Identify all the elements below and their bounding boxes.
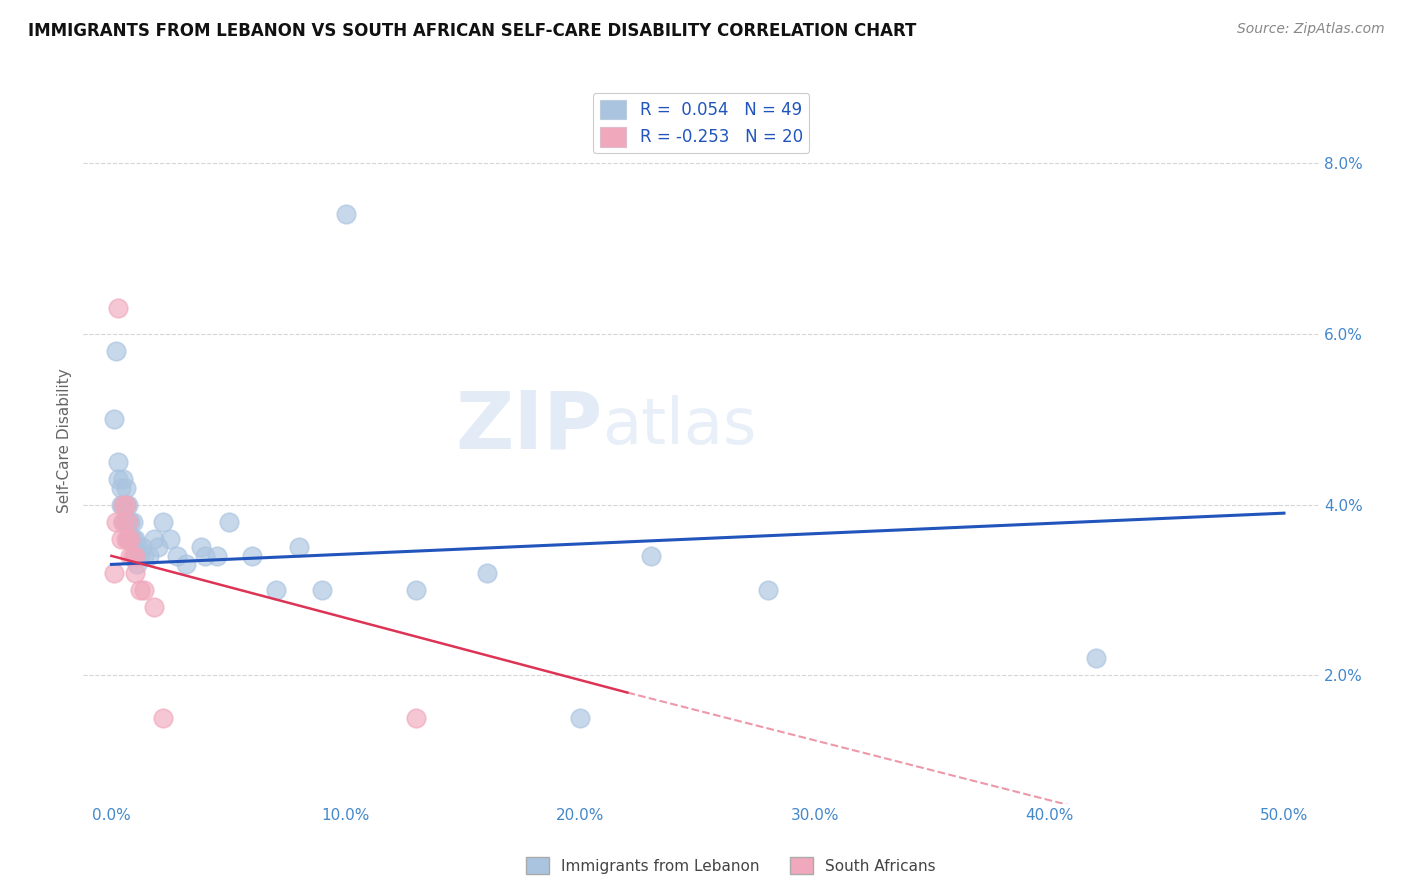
Point [112,498,135,512]
Legend: R =  0.054   N = 49, R = -0.253   N = 20: R = 0.054 N = 49, R = -0.253 N = 20 [593,93,810,153]
Point [640,549,662,563]
Point [110,498,132,512]
Point [138,549,160,563]
Point [112,515,135,529]
Point [112,472,135,486]
Point [1085,651,1108,665]
Point [311,582,333,597]
Point [105,343,128,358]
Point [152,711,174,725]
Point [114,515,136,529]
Point [148,541,170,555]
Point [205,549,228,563]
Point [117,532,139,546]
Point [194,549,217,563]
Point [121,532,143,546]
Point [190,541,212,555]
Point [134,549,156,563]
Point [176,558,198,572]
Point [114,498,136,512]
Point [124,549,146,563]
Text: Source: ZipAtlas.com: Source: ZipAtlas.com [1237,22,1385,37]
Point [335,207,357,221]
Point [756,582,779,597]
Point [128,582,150,597]
Point [131,541,153,555]
Point [475,566,498,580]
Y-axis label: Self-Care Disability: Self-Care Disability [58,368,72,513]
Point [117,498,139,512]
Point [121,515,143,529]
Point [121,549,143,563]
Point [120,532,142,546]
Point [114,481,136,495]
Point [569,711,592,725]
Point [124,549,146,563]
Point [124,532,146,546]
Point [142,600,165,615]
Point [218,515,240,529]
Point [405,582,427,597]
Point [117,515,139,529]
Point [142,532,165,546]
Point [128,549,150,563]
Point [166,549,188,563]
Point [110,481,132,495]
Point [264,582,287,597]
Point [103,412,125,426]
Point [107,301,129,315]
Point [288,541,311,555]
Point [105,515,128,529]
Point [159,532,181,546]
Point [127,541,149,555]
Text: IMMIGRANTS FROM LEBANON VS SOUTH AFRICAN SELF-CARE DISABILITY CORRELATION CHART: IMMIGRANTS FROM LEBANON VS SOUTH AFRICAN… [28,22,917,40]
Point [240,549,263,563]
Point [120,532,142,546]
Point [120,515,142,529]
Point [120,549,142,563]
Point [134,582,156,597]
Point [112,498,135,512]
Point [124,541,146,555]
Point [117,515,139,529]
Point [124,566,146,580]
Text: ZIP: ZIP [456,387,602,465]
Point [117,532,139,546]
Point [127,558,149,572]
Text: atlas: atlas [602,395,756,457]
Point [110,532,132,546]
Point [107,472,129,486]
Point [405,711,427,725]
Point [114,532,136,546]
Point [103,566,125,580]
Point [107,455,129,469]
Legend: Immigrants from Lebanon, South Africans: Immigrants from Lebanon, South Africans [520,851,942,880]
Point [114,498,136,512]
Point [112,515,135,529]
Point [152,515,174,529]
